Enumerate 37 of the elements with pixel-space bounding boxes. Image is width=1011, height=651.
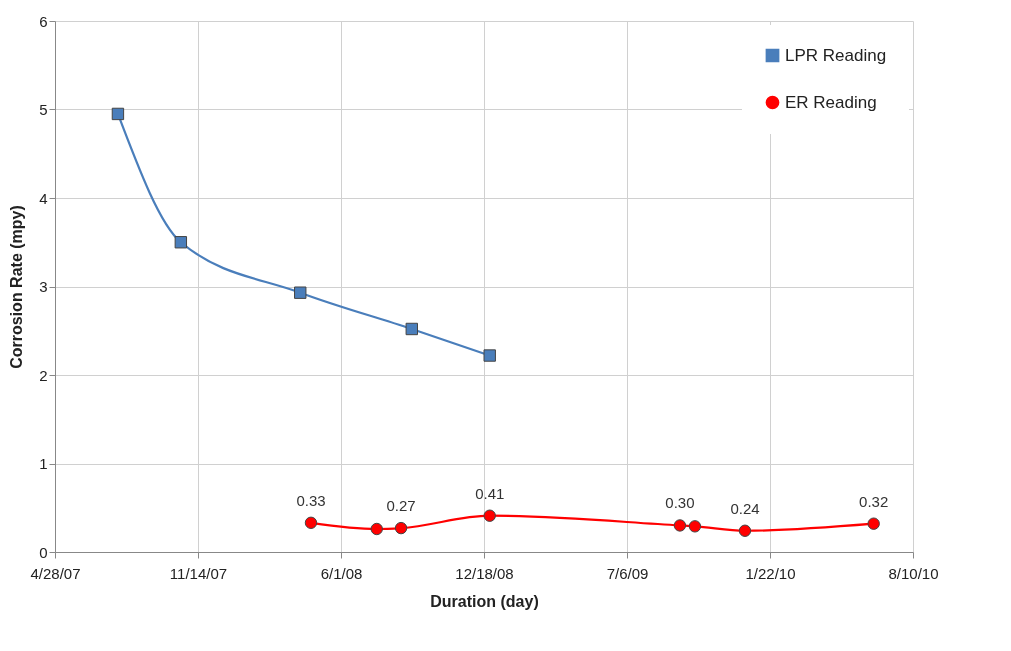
point xyxy=(867,517,880,530)
legend-label: ER Reading xyxy=(785,92,877,112)
point xyxy=(174,236,188,249)
legend-label: LPR Reading xyxy=(785,45,887,65)
x-tick-label: 11/14/07 xyxy=(169,564,228,582)
data-label: 0.32 xyxy=(859,492,889,510)
point xyxy=(483,509,496,522)
y-tick-label: 0 xyxy=(39,543,48,561)
point xyxy=(111,107,125,121)
point xyxy=(688,520,702,533)
point xyxy=(483,349,496,362)
point xyxy=(738,524,752,537)
y-tick-label: 4 xyxy=(39,189,48,207)
y-tick-label: 3 xyxy=(39,278,48,295)
point xyxy=(673,519,687,532)
y-tick-label: 1 xyxy=(39,455,48,472)
x-tick-label: 12/18/08 xyxy=(455,564,514,582)
point xyxy=(405,322,418,336)
data-label: 0.33 xyxy=(296,491,326,509)
x-tick-label: 6/1/08 xyxy=(320,564,363,582)
y-tick-label: 2 xyxy=(39,366,48,384)
y-axis-title: Corrosion Rate (mpy) xyxy=(8,205,26,369)
point xyxy=(304,516,318,529)
data-label: 0.30 xyxy=(665,494,695,512)
y-tick-label: 5 xyxy=(39,101,48,118)
data-label: 0.27 xyxy=(386,497,416,515)
point xyxy=(370,522,383,536)
data-label: 0.24 xyxy=(730,499,760,517)
x-tick-label: 7/6/09 xyxy=(606,564,649,582)
x-tick-label: 4/28/07 xyxy=(30,564,81,582)
point xyxy=(394,521,408,535)
x-tick-label: 1/22/10 xyxy=(745,564,796,582)
point xyxy=(294,286,307,299)
data-label: 0.41 xyxy=(475,484,505,502)
y-tick-label: 6 xyxy=(39,12,48,30)
x-axis-title: Duration (day) xyxy=(430,592,539,610)
x-tick-label: 8/10/10 xyxy=(888,564,939,582)
